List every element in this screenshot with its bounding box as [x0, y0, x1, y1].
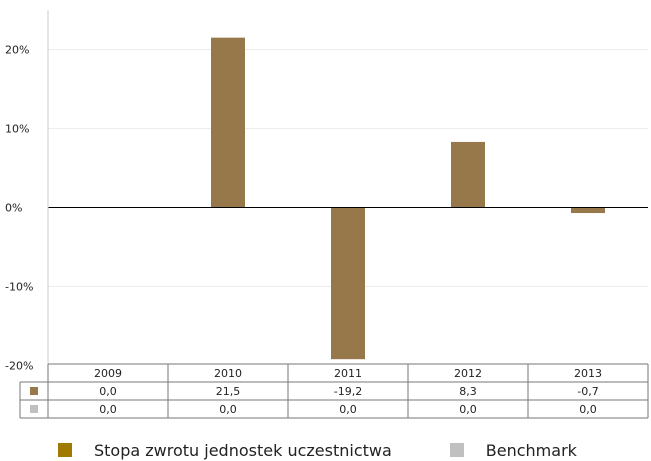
table-value-cell: 0,0	[339, 403, 357, 416]
table-header-cell: 2011	[334, 367, 362, 380]
y-axis-ticks: 20% 10% 0% -10% -20%	[5, 44, 33, 373]
bars	[211, 37, 605, 360]
legend-swatch-benchmark	[449, 443, 464, 457]
table-header-cell: 2010	[214, 367, 242, 380]
table-value-cell: 0,0	[459, 403, 477, 416]
legend-label-fund: Stopa zwrotu jednostek uczestnictwa	[94, 440, 392, 460]
y-tick-label: -10%	[5, 281, 33, 294]
y-tick-label: 20%	[5, 44, 29, 57]
table-value-cell: 0,0	[99, 385, 117, 398]
table-value-cell: 0,0	[219, 403, 237, 416]
legend: Stopa zwrotu jednostek uczestnictwa Benc…	[58, 440, 635, 460]
bar-2010-series-0[interactable]	[211, 37, 245, 208]
data-table: 2009 2010 2011 2012 2013 0,0 21,5 -19,2 8,3 -0,7 0…	[19, 363, 649, 419]
legend-item-fund[interactable]: Stopa zwrotu jednostek uczestnictwa	[58, 441, 392, 460]
table-value-cell: 8,3	[459, 385, 477, 398]
table-header-cell: 2013	[574, 367, 602, 380]
y-tick-label: -20%	[5, 360, 33, 373]
table-row-swatch	[30, 405, 38, 413]
y-tick-label: 10%	[5, 123, 29, 136]
table-header-cell: 2009	[94, 367, 122, 380]
bar-2012-series-0[interactable]	[451, 141, 485, 208]
bar-chart: 20% 10% 0% -10% -20% 2009 2010 2011 2012 2013 0,0…	[5, 10, 649, 419]
table-header-cell: 2012	[454, 367, 482, 380]
legend-item-benchmark[interactable]: Benchmark	[449, 440, 577, 460]
legend-swatch-fund	[58, 443, 72, 457]
table-value-cell: -0,7	[577, 385, 598, 398]
bar-2011-series-0[interactable]	[331, 207, 365, 360]
table-value-cell: 21,5	[216, 385, 241, 398]
table-row-swatch	[30, 387, 38, 395]
table-value-cell: -19,2	[334, 385, 362, 398]
table-value-cell: 0,0	[99, 403, 117, 416]
table-value-cell: 0,0	[579, 403, 597, 416]
bar-2013-series-0[interactable]	[571, 207, 605, 214]
y-tick-label: 0%	[5, 202, 22, 215]
legend-label-benchmark: Benchmark	[485, 440, 577, 460]
